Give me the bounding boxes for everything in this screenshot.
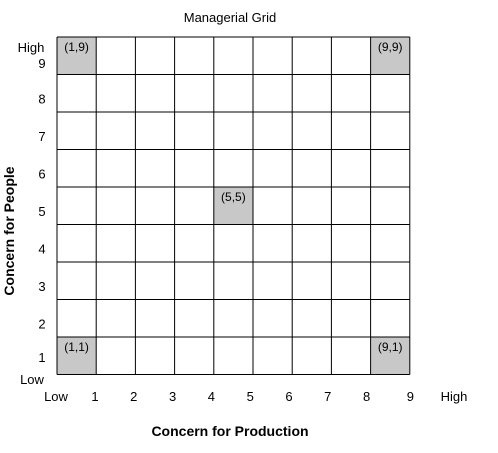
x-axis-title: Concern for Production xyxy=(151,423,308,439)
y-axis-title: Concern for People xyxy=(1,166,17,295)
x-axis-ticks: 1 2 3 4 5 6 7 8 9 xyxy=(91,389,414,404)
x-tick-label: 6 xyxy=(285,389,292,404)
y-axis-low-label: Low xyxy=(20,372,44,387)
x-tick-label: 4 xyxy=(208,389,215,404)
highlight-cell xyxy=(57,37,97,75)
y-tick-label: 2 xyxy=(38,317,45,332)
y-tick-label: 3 xyxy=(38,279,45,294)
y-tick-label: 8 xyxy=(38,92,45,107)
x-tick-label: 9 xyxy=(407,389,414,404)
x-tick-label: 5 xyxy=(247,389,254,404)
y-tick-label: 9 xyxy=(38,56,45,71)
highlight-cell-label: (9,9) xyxy=(378,40,403,54)
x-tick-label: 3 xyxy=(169,389,176,404)
y-axis-ticks: 1 2 3 4 5 6 7 8 9 xyxy=(38,56,45,365)
highlight-cell xyxy=(57,337,97,375)
y-tick-label: 7 xyxy=(38,129,45,144)
x-tick-label: 7 xyxy=(324,389,331,404)
y-tick-label: 1 xyxy=(38,350,45,365)
highlight-cell xyxy=(370,337,410,375)
highlight-cell-label: (5,5) xyxy=(221,190,246,204)
highlight-cell-label: (1,1) xyxy=(64,340,89,354)
y-axis-high-label: High xyxy=(18,40,45,55)
diagram-title: Managerial Grid xyxy=(184,10,277,25)
y-tick-label: 5 xyxy=(38,204,45,219)
y-tick-label: 6 xyxy=(38,167,45,182)
x-tick-label: 8 xyxy=(363,389,370,404)
x-axis-high-label: High xyxy=(441,389,468,404)
highlight-cell-label: (1,9) xyxy=(64,40,89,54)
y-tick-label: 4 xyxy=(38,242,45,257)
x-axis-low-label: Low xyxy=(44,389,68,404)
highlight-cell-label: (9,1) xyxy=(378,340,403,354)
highlight-cell xyxy=(370,37,410,75)
highlight-cell xyxy=(213,187,253,225)
highlight-cells xyxy=(57,37,410,375)
highlight-cell-labels: (1,9) (9,9) (5,5) (1,1) (9,1) xyxy=(64,40,402,354)
x-tick-label: 2 xyxy=(130,389,137,404)
x-tick-label: 1 xyxy=(91,389,98,404)
grid-lines xyxy=(56,36,411,375)
